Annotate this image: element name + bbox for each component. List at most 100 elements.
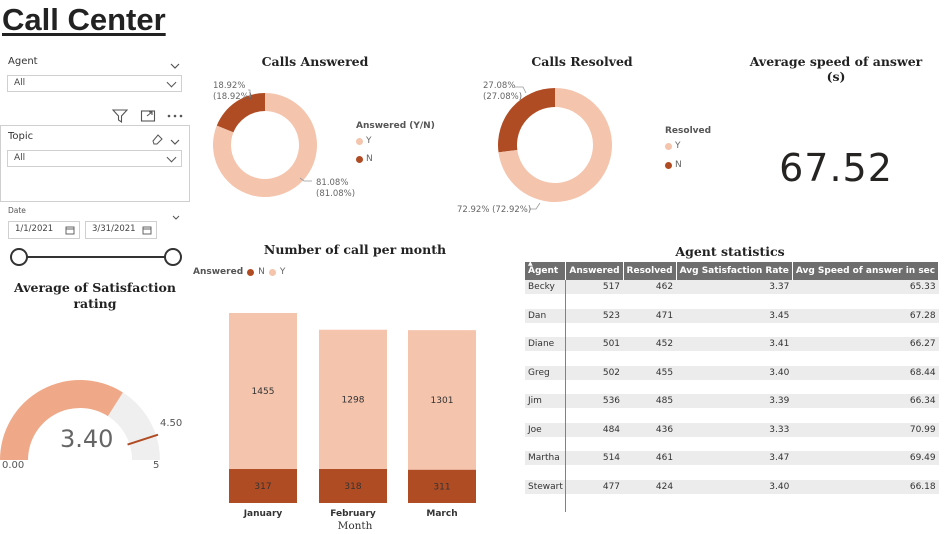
column-resize-line[interactable] (565, 280, 566, 512)
column-header[interactable]: Resolved (623, 262, 677, 280)
table-cell: 66.18 (792, 479, 939, 494)
agent-collapse-icon[interactable] (170, 55, 180, 69)
bar-february-n[interactable] (319, 468, 387, 503)
avg-speed-title: Average speed of answer (s) (749, 54, 923, 84)
row-spacer (525, 408, 939, 423)
resolved-legend-y[interactable]: Y (665, 141, 681, 151)
topic-collapse-icon[interactable] (170, 131, 180, 150)
legend-y-text[interactable]: Y (279, 267, 286, 277)
legend-dot-dark (356, 155, 363, 163)
bar-data-label: 318 (344, 482, 361, 492)
legend-y-text: Y (366, 136, 372, 146)
answered-slice-n[interactable] (216, 93, 265, 133)
table-row[interactable]: Diane 501 452 3.41 66.27 (525, 337, 939, 351)
bar-data-label: 317 (254, 482, 271, 492)
focus-mode-icon[interactable] (140, 108, 156, 127)
table-cell: 471 (623, 308, 677, 323)
answered-slice-y[interactable] (213, 93, 317, 197)
resolved-slice-n[interactable] (498, 88, 555, 153)
table-cell: Martha (525, 451, 566, 465)
agent-dropdown-value: All (14, 78, 26, 88)
bar-march-y[interactable] (408, 330, 476, 470)
column-header[interactable]: Answered (565, 262, 624, 280)
date-end-input[interactable]: 3/31/2021 (85, 221, 157, 239)
legend-y-text: Y (675, 141, 681, 151)
calls-answered-donut (213, 89, 317, 197)
table-row[interactable]: Joe 484 436 3.33 70.99 (525, 422, 939, 437)
table-row[interactable]: Greg 502 455 3.40 68.44 (525, 365, 939, 380)
table-row[interactable]: Jim 536 485 3.39 66.34 (525, 394, 939, 408)
answered-legend-title: Answered (Y/N) (356, 121, 435, 131)
eraser-icon[interactable] (151, 130, 163, 149)
table-cell: 517 (565, 280, 624, 294)
table-cell: 3.37 (676, 280, 793, 294)
answered-y-pct: 81.08% (316, 178, 349, 188)
bar-february-y[interactable] (319, 329, 387, 469)
slider-start-handle (10, 248, 28, 266)
monthly-xlabel: Month (337, 520, 373, 532)
date-slicer-label: Date (8, 206, 26, 215)
date-start-input[interactable]: 1/1/2021 (8, 221, 80, 239)
calendar-icon[interactable] (65, 225, 75, 238)
table-row[interactable]: Dan 523 471 3.45 67.28 (525, 308, 939, 323)
answered-n-pct-paren: (18.92%) (213, 92, 253, 102)
table-cell: 65.33 (792, 280, 939, 294)
table-row[interactable]: Becky 517 462 3.37 65.33 (525, 280, 939, 294)
date-collapse-icon[interactable] (172, 206, 180, 225)
row-spacer (525, 465, 939, 480)
resolved-legend-n[interactable]: N (665, 160, 682, 170)
table-cell: 436 (623, 422, 677, 437)
bar-january-y[interactable] (229, 313, 297, 470)
calls-answered-title: Calls Answered (261, 54, 369, 69)
bar-data-label: 1455 (252, 387, 275, 397)
more-options-icon[interactable] (166, 108, 184, 127)
column-header[interactable]: Avg Speed of answer in sec (792, 262, 940, 280)
legend-n-text[interactable]: N (258, 267, 265, 277)
table-row[interactable]: Stewart 477 424 3.40 66.18 (525, 479, 939, 494)
row-spacer-cell (525, 436, 939, 451)
agent-dropdown[interactable]: All (7, 75, 182, 92)
resolved-n-pct: 27.08% (483, 81, 516, 91)
avg-speed-value: 67.52 (779, 146, 893, 190)
column-header[interactable]: Agent ▲ (525, 260, 567, 280)
bar-march-n[interactable] (408, 469, 476, 503)
answered-legend-n[interactable]: N (356, 154, 373, 164)
gauge-target-marker (127, 433, 159, 446)
table-row[interactable]: Martha 514 461 3.47 69.49 (525, 451, 939, 465)
table-cell: 66.34 (792, 394, 939, 408)
agent-stats-title: Agent statistics (675, 244, 785, 259)
satisfaction-title: Average of Satisfaction rating (0, 280, 190, 312)
table-cell: 69.49 (792, 451, 939, 465)
answered-legend-y[interactable]: Y (356, 136, 372, 146)
bar-data-label: 1301 (431, 396, 454, 406)
table-cell: 501 (565, 337, 624, 351)
topic-dropdown-value: All (14, 153, 26, 163)
topic-slicer-frame (0, 125, 190, 202)
row-spacer (525, 379, 939, 394)
answered-y-pct-paren: (81.08%) (316, 189, 356, 199)
row-spacer (525, 322, 939, 337)
chevron-down-icon (166, 152, 177, 163)
table-cell: 461 (623, 451, 677, 465)
date-range-slider[interactable] (10, 246, 185, 272)
table-cell: 68.44 (792, 365, 939, 380)
bar-data-label: 1298 (342, 395, 365, 405)
answered-n-pct: 18.92% (213, 81, 246, 91)
monthly-bar-chart: 317 1455 January 318 1298 February 311 1301 Marc… (229, 313, 476, 519)
satisfaction-gauge (0, 380, 160, 460)
calls-resolved-title: Calls Resolved (531, 54, 633, 69)
legend-dot-light (356, 137, 363, 145)
calendar-icon[interactable] (142, 225, 152, 238)
satisfaction-title-line2: rating (73, 296, 117, 311)
sort-ascending-icon[interactable]: ▲ (528, 260, 533, 267)
filter-icon[interactable] (111, 108, 129, 127)
slider-end-handle (164, 248, 182, 266)
x-tick-label: January (243, 509, 283, 519)
table-cell: 67.28 (792, 308, 939, 323)
table-cell: 3.40 (676, 365, 793, 380)
resolved-slice-y[interactable] (498, 88, 612, 202)
column-header[interactable]: Avg Satisfaction Rate (676, 262, 793, 280)
bar-january-n[interactable] (229, 469, 297, 503)
topic-dropdown[interactable]: All (7, 150, 182, 167)
gauge-value: 3.40 (60, 425, 114, 453)
